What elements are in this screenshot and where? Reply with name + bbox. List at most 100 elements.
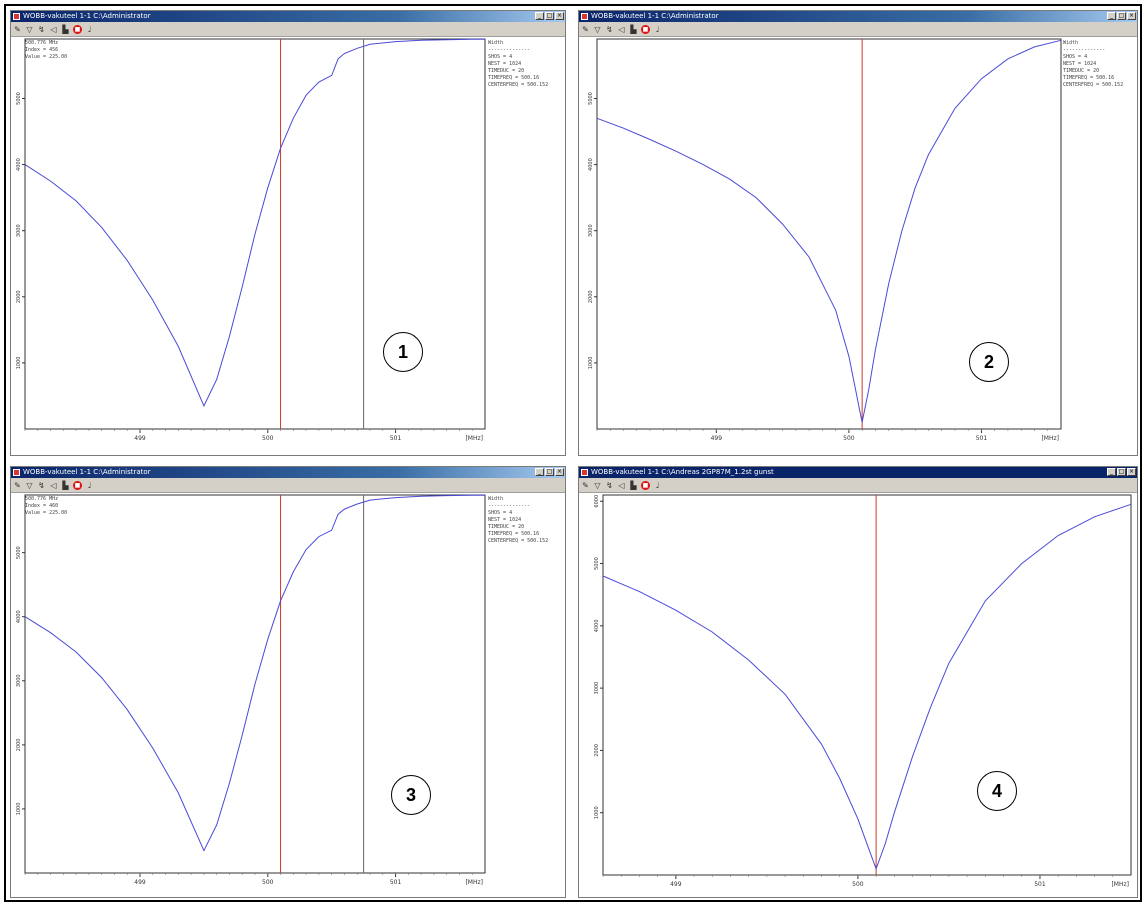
funnel-icon[interactable]: ▽ bbox=[594, 24, 601, 34]
funnel-icon[interactable]: ▽ bbox=[26, 24, 33, 34]
note-icon[interactable]: ♩ bbox=[87, 24, 92, 34]
close-button[interactable]: × bbox=[555, 12, 564, 20]
plot-window-4[interactable]: WOBB-vakuteel 1-1 C:\Andreas 2GP87M_1.2s… bbox=[578, 466, 1138, 898]
maximize-button[interactable]: □ bbox=[1117, 468, 1126, 476]
marker-value: Value = 225.00 bbox=[25, 510, 68, 516]
params-rule: -------------- bbox=[488, 47, 531, 53]
y-tick-label: 1000 bbox=[594, 806, 600, 819]
chart-icon[interactable]: ▙ bbox=[62, 24, 69, 34]
param-centerfreq: CENTERFREQ = 500.152 bbox=[1063, 82, 1124, 88]
minimize-button[interactable]: _ bbox=[1107, 12, 1116, 20]
stop-icon[interactable]: ■ bbox=[73, 480, 82, 490]
maximize-button[interactable]: □ bbox=[545, 12, 554, 20]
marker-readout: 500.776 MHz Index = 456 Value = 225.00 bbox=[25, 40, 67, 61]
marker-icon[interactable]: ◁ bbox=[50, 480, 57, 490]
note-icon[interactable]: ♩ bbox=[87, 480, 92, 490]
plot-area[interactable]: 1000 2000 3000 4000 5000 499 500 501 [MHz] 500.7… bbox=[11, 493, 565, 897]
panel-number-badge: 2 bbox=[969, 342, 1009, 382]
app-icon bbox=[13, 469, 20, 476]
minimize-button[interactable]: _ bbox=[1107, 468, 1116, 476]
resonance-curve bbox=[24, 494, 485, 852]
marker-value: Value = 225.00 bbox=[25, 54, 68, 60]
note-icon[interactable]: ♩ bbox=[655, 480, 660, 490]
window-titlebar[interactable]: WOBB-vakuteel 1-1 C:\Administrator _ □ × bbox=[11, 11, 565, 22]
y-tick-label: 1000 bbox=[16, 357, 22, 370]
param-timefreq: TIMEFREQ = 500.16 bbox=[488, 531, 540, 537]
funnel-icon[interactable]: ▽ bbox=[26, 480, 33, 490]
params-box: Width -------------- SHOS = 4 NEST = 1024 TI… bbox=[488, 40, 548, 89]
window-title: WOBB-vakuteel 1-1 C:\Administrator bbox=[23, 12, 151, 20]
y-tick-label: 5000 bbox=[16, 92, 22, 105]
y-tick-label: 3000 bbox=[588, 224, 594, 237]
param-shos: SHOS = 4 bbox=[488, 54, 513, 60]
chart: 1000 2000 3000 4000 5000 499 500 501 [MHz] bbox=[16, 38, 486, 442]
cursor-icon[interactable]: ↯ bbox=[38, 24, 45, 34]
param-shos: SHOS = 4 bbox=[488, 510, 513, 516]
plot-area[interactable]: 1000 2000 3000 4000 5000 499 500 501 [MHz] 500.7… bbox=[11, 37, 565, 455]
marker-icon[interactable]: ◁ bbox=[618, 480, 625, 490]
param-timeduc: TIMEDUC = 20 bbox=[488, 524, 525, 530]
pencil-icon[interactable]: ✎ bbox=[14, 480, 21, 490]
pencil-icon[interactable]: ✎ bbox=[14, 24, 21, 34]
y-tick-label: 2000 bbox=[16, 290, 22, 303]
x-axis-label: [MHz] bbox=[465, 435, 483, 442]
window-title: WOBB-vakuteel 1-1 C:\Administrator bbox=[23, 468, 151, 476]
maximize-button[interactable]: □ bbox=[545, 468, 554, 476]
y-tick-label: 4000 bbox=[588, 158, 594, 171]
param-centerfreq: CENTERFREQ = 500.152 bbox=[488, 82, 549, 88]
marker-icon[interactable]: ◁ bbox=[50, 24, 57, 34]
panel-number-badge: 4 bbox=[977, 771, 1017, 811]
minimize-button[interactable]: _ bbox=[535, 12, 544, 20]
param-timeduc: TIMEDUC = 20 bbox=[488, 68, 525, 74]
marker-readout: 500.776 MHz Index = 460 Value = 225.00 bbox=[25, 496, 67, 517]
stop-icon[interactable]: ■ bbox=[641, 24, 650, 34]
stop-icon[interactable]: ■ bbox=[641, 480, 650, 490]
minimize-button[interactable]: _ bbox=[535, 468, 544, 476]
param-nest: NEST = 1024 bbox=[488, 61, 522, 67]
figure-frame: WOBB-vakuteel 1-1 C:\Administrator _ □ × ✎… bbox=[4, 4, 1142, 902]
plot-area[interactable]: 1000 2000 3000 4000 5000 499 500 501 [MHz] Width… bbox=[579, 37, 1137, 455]
cursor-icon[interactable]: ↯ bbox=[38, 480, 45, 490]
funnel-icon[interactable]: ▽ bbox=[594, 480, 601, 490]
y-tick-label: 2000 bbox=[594, 744, 600, 757]
y-tick-label: 3000 bbox=[16, 674, 22, 687]
params-header: Width bbox=[488, 40, 504, 46]
plot-window-2[interactable]: WOBB-vakuteel 1-1 C:\Administrator _ □ × ✎… bbox=[578, 10, 1138, 456]
close-button[interactable]: × bbox=[555, 468, 564, 476]
y-tick-label: 4000 bbox=[16, 610, 22, 623]
window-titlebar[interactable]: WOBB-vakuteel 1-1 C:\Administrator _ □ × bbox=[579, 11, 1137, 22]
x-tick-label: 500 bbox=[843, 435, 855, 442]
pencil-icon[interactable]: ✎ bbox=[582, 24, 589, 34]
note-icon[interactable]: ♩ bbox=[655, 24, 660, 34]
cursor-icon[interactable]: ↯ bbox=[606, 480, 613, 490]
pencil-icon[interactable]: ✎ bbox=[582, 480, 589, 490]
param-timefreq: TIMEFREQ = 500.16 bbox=[488, 75, 540, 81]
x-tick-label: 500 bbox=[262, 435, 274, 442]
y-tick-label: 3000 bbox=[594, 682, 600, 695]
x-axis-label: [MHz] bbox=[1041, 435, 1059, 442]
chart-icon[interactable]: ▙ bbox=[630, 480, 637, 490]
marker-frequency: 500.776 MHz bbox=[25, 496, 59, 502]
params-rule: -------------- bbox=[1063, 47, 1106, 53]
window-titlebar[interactable]: WOBB-vakuteel 1-1 C:\Administrator _ □ × bbox=[11, 467, 565, 478]
param-nest: NEST = 1024 bbox=[488, 517, 522, 523]
plot-window-1[interactable]: WOBB-vakuteel 1-1 C:\Administrator _ □ × ✎… bbox=[10, 10, 566, 456]
stop-icon[interactable]: ■ bbox=[73, 24, 82, 34]
chart-icon[interactable]: ▙ bbox=[62, 480, 69, 490]
marker-icon[interactable]: ◁ bbox=[618, 24, 625, 34]
close-button[interactable]: × bbox=[1127, 12, 1136, 20]
maximize-button[interactable]: □ bbox=[1117, 12, 1126, 20]
close-button[interactable]: × bbox=[1127, 468, 1136, 476]
panel-number-badge: 1 bbox=[383, 332, 423, 372]
plot-window-3[interactable]: WOBB-vakuteel 1-1 C:\Administrator _ □ × ✎… bbox=[10, 466, 566, 898]
plot-area[interactable]: 1000 2000 3000 4000 5000 6000 499 500 501 [MHz] 4 bbox=[579, 493, 1137, 897]
y-tick-label: 5000 bbox=[594, 557, 600, 570]
x-tick-label: 499 bbox=[134, 879, 146, 886]
params-header: Width bbox=[488, 496, 504, 502]
x-axis-label: [MHz] bbox=[465, 879, 483, 886]
cursor-icon[interactable]: ↯ bbox=[606, 24, 613, 34]
toolbar: ✎ ▽ ↯ ◁ ▙ ■ ♩ bbox=[579, 22, 1137, 37]
chart-icon[interactable]: ▙ bbox=[630, 24, 637, 34]
window-titlebar[interactable]: WOBB-vakuteel 1-1 C:\Andreas 2GP87M_1.2s… bbox=[579, 467, 1137, 478]
x-tick-label: 500 bbox=[262, 879, 274, 886]
